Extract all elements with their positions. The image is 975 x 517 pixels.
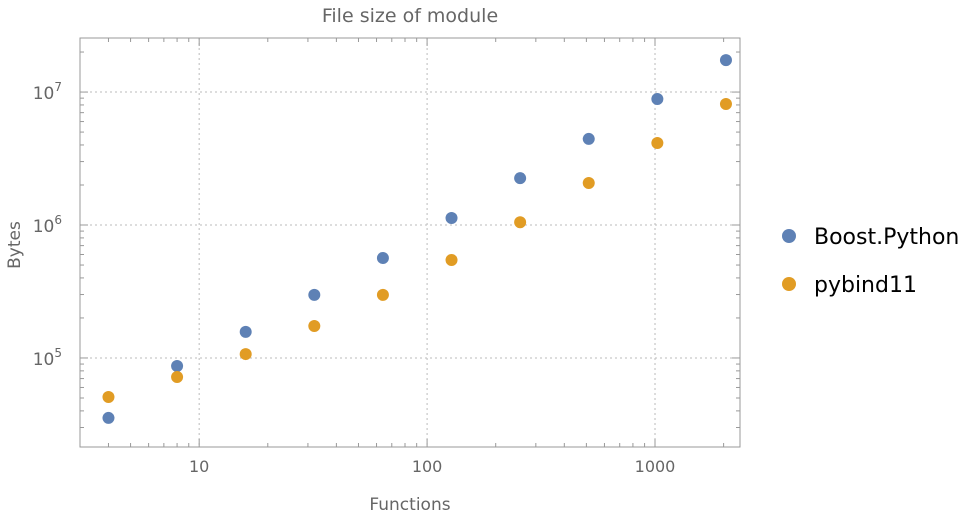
grid <box>80 38 740 447</box>
data-point-boost-python <box>651 93 664 106</box>
data-point-pybind11 <box>308 319 321 332</box>
data-point-pybind11 <box>651 136 664 149</box>
data-point-boost-python <box>514 172 527 185</box>
chart-title: File size of module <box>322 5 498 27</box>
x-tick-label: 1000 <box>635 457 676 476</box>
data-point-pybind11 <box>239 348 252 361</box>
data-point-boost-python <box>445 211 458 224</box>
legend-label: pybind11 <box>814 273 917 298</box>
data-point-boost-python <box>171 360 184 373</box>
points <box>102 54 732 424</box>
legend-marker <box>782 229 796 243</box>
data-point-boost-python <box>582 132 595 145</box>
plot-frame <box>79 37 741 448</box>
legend-marker <box>782 277 796 291</box>
y-axis-label: Bytes <box>5 221 25 269</box>
data-point-boost-python <box>719 54 732 67</box>
data-point-boost-python <box>308 288 321 301</box>
data-point-pybind11 <box>102 390 115 403</box>
y-tick-label: 107 <box>33 80 62 104</box>
data-point-pybind11 <box>582 177 595 190</box>
ticks: 10 100 1000 105 106 107 <box>33 38 740 476</box>
data-point-boost-python <box>102 411 115 424</box>
legend-label: Boost.Python <box>814 225 959 250</box>
x-tick-label: 10 <box>189 457 209 476</box>
data-point-pybind11 <box>445 253 458 266</box>
legend: Boost.Python pybind11 <box>782 225 959 298</box>
data-point-boost-python <box>376 251 389 264</box>
data-point-pybind11 <box>514 216 527 229</box>
data-point-pybind11 <box>376 288 389 301</box>
x-axis-label: Functions <box>369 495 450 513</box>
y-tick-label: 106 <box>33 213 62 237</box>
y-tick-label: 105 <box>33 346 62 370</box>
data-point-pybind11 <box>171 371 184 384</box>
data-point-pybind11 <box>719 98 732 111</box>
data-point-boost-python <box>239 325 252 338</box>
x-tick-label: 100 <box>412 457 443 476</box>
